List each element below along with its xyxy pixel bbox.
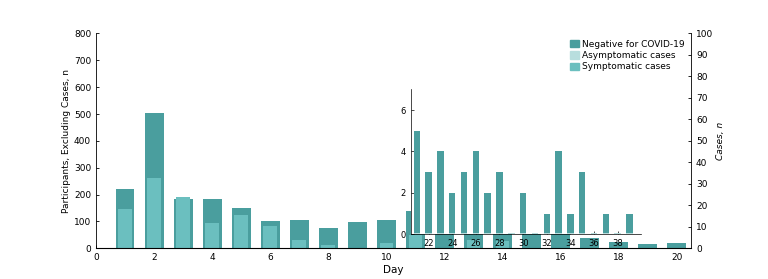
Bar — [603, 233, 609, 234]
Bar — [203, 199, 222, 248]
Bar — [493, 197, 512, 248]
Bar — [496, 233, 503, 234]
Bar — [174, 199, 193, 248]
Bar — [485, 233, 491, 234]
Bar — [413, 131, 420, 234]
Bar — [234, 215, 248, 248]
Bar — [614, 233, 621, 234]
Bar — [567, 214, 574, 234]
Bar — [437, 151, 444, 234]
Bar — [261, 222, 280, 248]
Bar — [263, 226, 277, 248]
Bar — [177, 197, 190, 248]
Bar — [544, 214, 550, 234]
Bar — [555, 151, 562, 234]
Bar — [495, 241, 509, 248]
Bar — [467, 240, 480, 248]
Bar — [580, 238, 599, 248]
Bar — [319, 228, 338, 248]
Bar — [147, 179, 161, 248]
Bar — [116, 189, 134, 248]
Bar — [379, 243, 393, 248]
Legend: Negative for COVID-19, Asymptomatic cases, Symptomatic cases: Negative for COVID-19, Asymptomatic case… — [568, 38, 687, 73]
Bar — [485, 193, 491, 234]
Bar — [464, 185, 483, 248]
Bar — [406, 211, 425, 248]
Bar — [205, 223, 219, 248]
Bar — [520, 233, 526, 234]
Bar — [544, 233, 550, 234]
Bar — [531, 233, 538, 234]
Bar — [472, 233, 479, 234]
Bar — [638, 244, 657, 248]
Bar — [579, 233, 585, 234]
Bar — [144, 113, 164, 248]
Bar — [449, 233, 455, 234]
Bar — [290, 220, 309, 248]
Bar — [472, 151, 479, 234]
Bar — [425, 172, 432, 234]
Bar — [425, 233, 432, 234]
Bar — [626, 214, 633, 234]
Bar — [603, 214, 609, 234]
Y-axis label: Cases, n: Cases, n — [716, 122, 725, 160]
Bar — [437, 233, 444, 234]
Bar — [667, 244, 686, 248]
Bar — [293, 240, 306, 248]
Bar — [508, 233, 515, 234]
Bar — [461, 172, 467, 234]
Bar — [409, 235, 422, 248]
Bar — [626, 233, 633, 234]
Bar — [449, 193, 455, 234]
Bar — [435, 209, 454, 248]
Y-axis label: Participants, Excluding Cases, n: Participants, Excluding Cases, n — [62, 69, 71, 213]
Bar — [232, 208, 250, 248]
Bar — [522, 101, 541, 248]
X-axis label: Day: Day — [383, 265, 404, 275]
Bar — [591, 233, 598, 234]
Bar — [461, 233, 467, 234]
Bar — [520, 193, 526, 234]
Bar — [555, 233, 562, 234]
Bar — [377, 220, 396, 248]
Bar — [322, 245, 335, 248]
Bar — [413, 233, 420, 234]
Bar — [609, 242, 628, 248]
Bar — [579, 172, 585, 234]
Bar — [496, 172, 503, 234]
Bar — [348, 222, 367, 248]
Bar — [551, 200, 570, 248]
Bar — [567, 233, 574, 234]
Bar — [118, 209, 132, 248]
